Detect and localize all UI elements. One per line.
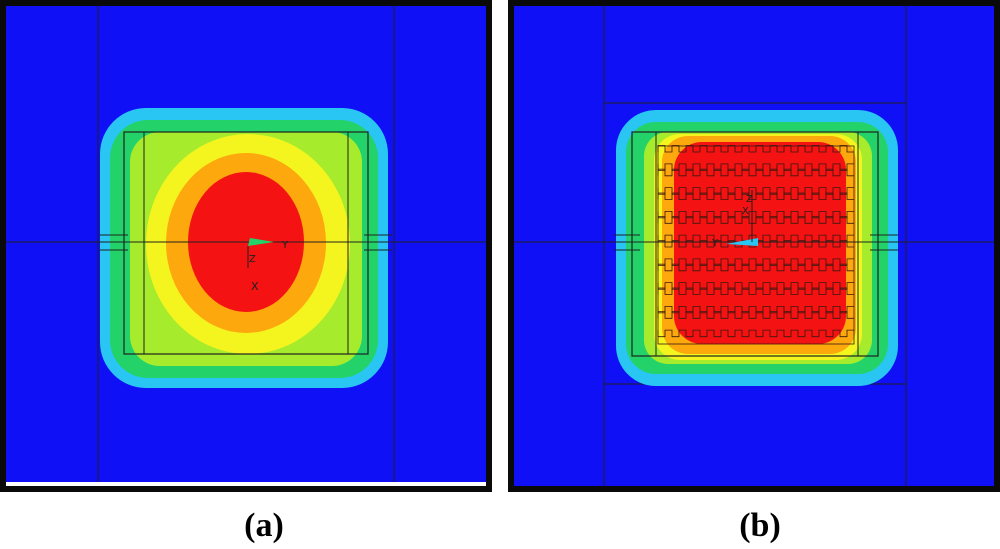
axis-label-y: Y (281, 240, 289, 251)
meander-trace (657, 145, 854, 153)
meander-trace (657, 216, 854, 224)
meander-trace (657, 163, 854, 171)
meander-pattern (657, 145, 855, 345)
field-contour-plot-b: Y Z X (514, 6, 994, 486)
meander-trace (657, 311, 854, 319)
meander-trace (657, 192, 854, 200)
field-plot-panel-a: Y Z X (0, 0, 492, 492)
meander-trace (657, 211, 854, 219)
cavity-outline (123, 131, 369, 355)
triad-arrow (248, 238, 274, 246)
bottom-border-strip (6, 482, 486, 486)
meander-trace (657, 258, 854, 266)
axis-label-z: Z (746, 194, 753, 205)
meander-trace (657, 282, 854, 290)
field-contour-plot-a: Y Z X (6, 6, 486, 486)
coordinate-triad: Y Z X (711, 190, 758, 249)
meander-trace (657, 287, 854, 295)
coordinate-triad: Y Z X (247, 238, 289, 293)
meander-trace (657, 263, 854, 272)
contour-band-red (674, 142, 846, 344)
caption-b: (b) (739, 507, 781, 544)
meander-trace (657, 187, 854, 195)
meander-frame (657, 145, 855, 345)
meander-trace (657, 240, 854, 248)
axis-label-x: X (251, 280, 259, 293)
meander-trace (657, 168, 854, 177)
meander-trace (657, 329, 854, 338)
caption-a: (a) (244, 507, 284, 544)
axis-label-y: Y (711, 238, 719, 249)
meander-trace (657, 306, 854, 314)
cavity-outline (631, 131, 879, 357)
axis-label-z: Z (249, 254, 256, 265)
axis-label-x: X (742, 206, 749, 217)
field-plot-panel-b: Y Z X (508, 0, 1000, 492)
triad-arrow (726, 238, 758, 246)
